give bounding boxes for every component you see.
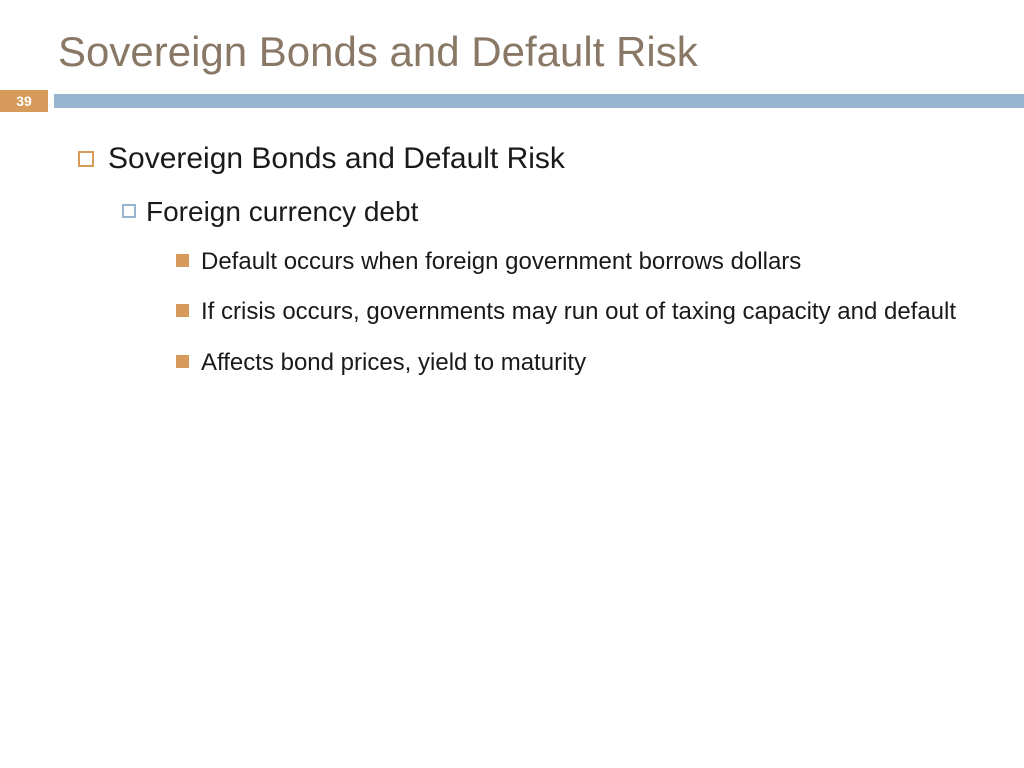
bullet-level-3: Default occurs when foreign government b… (176, 246, 964, 278)
bullet-text: Affects bond prices, yield to maturity (201, 347, 586, 379)
bullet-level-3: If crisis occurs, governments may run ou… (176, 296, 964, 328)
header-blue-bar (54, 94, 1024, 108)
page-number-badge: 39 (0, 90, 48, 112)
bullet-text: Default occurs when foreign government b… (201, 246, 801, 278)
hollow-square-orange-icon (78, 151, 94, 167)
bullet-level-1: Sovereign Bonds and Default Risk (78, 142, 964, 176)
bullet-text: Sovereign Bonds and Default Risk (108, 142, 565, 176)
filled-square-orange-icon (176, 355, 189, 368)
filled-square-orange-icon (176, 304, 189, 317)
filled-square-orange-icon (176, 254, 189, 267)
header-bar: 39 (0, 90, 1024, 112)
slide-title: Sovereign Bonds and Default Risk (0, 0, 1024, 90)
hollow-square-blue-icon (122, 204, 136, 218)
bullet-level-3: Affects bond prices, yield to maturity (176, 347, 964, 379)
bullet-text: If crisis occurs, governments may run ou… (201, 296, 956, 328)
slide-content: Sovereign Bonds and Default Risk Foreign… (0, 112, 1024, 379)
bullet-text: Foreign currency debt (146, 196, 418, 228)
bullet-level-2: Foreign currency debt (122, 196, 964, 228)
